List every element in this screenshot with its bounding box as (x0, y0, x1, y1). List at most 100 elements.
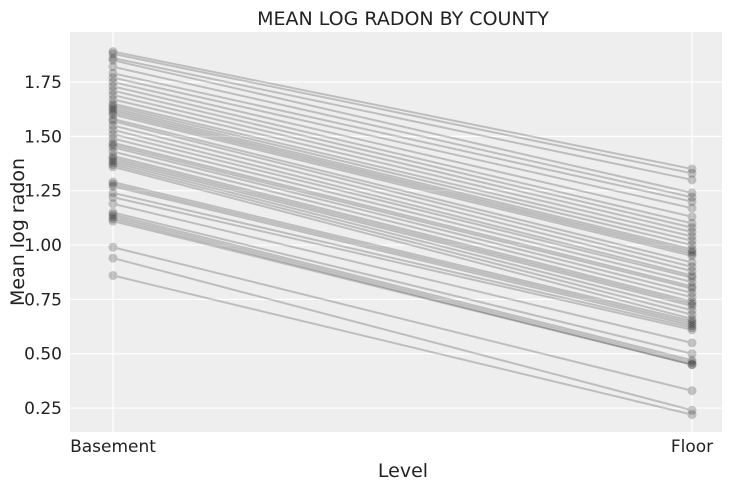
plot-area (70, 32, 722, 432)
floor-point (687, 236, 697, 246)
basement-point (108, 77, 118, 87)
y-tick-label: 0.50 (24, 345, 62, 365)
basement-point (108, 94, 118, 104)
floor-point (687, 249, 697, 259)
county-series (108, 140, 697, 294)
floor-point (687, 262, 697, 272)
floor-point (687, 273, 697, 283)
county-series (108, 216, 697, 370)
county-line (112, 81, 693, 218)
basement-point (108, 105, 118, 115)
county-line (112, 50, 693, 170)
county-line (112, 183, 693, 325)
y-tick-label: 1.75 (24, 73, 62, 93)
basement-point (108, 68, 118, 78)
floor-point (687, 320, 697, 330)
floor-point (687, 310, 697, 320)
floor-point (687, 284, 697, 294)
floor-point (687, 164, 697, 174)
county-series (108, 134, 697, 287)
county-line (112, 185, 693, 327)
basement-point (108, 153, 118, 163)
basement-point (108, 207, 118, 217)
floor-point (687, 247, 697, 257)
county-line (112, 85, 693, 225)
y-tick-label: 0.25 (24, 399, 62, 419)
floor-point (687, 316, 697, 326)
county-series (108, 212, 697, 367)
basement-point (108, 155, 118, 165)
floor-point (687, 188, 697, 198)
county-line (112, 220, 693, 366)
floor-point (687, 192, 697, 202)
county-line (112, 246, 693, 392)
county-line (112, 107, 693, 251)
county-line (112, 165, 693, 320)
basement-point (108, 114, 118, 124)
county-line (112, 274, 693, 416)
county-series (108, 62, 697, 202)
county-series (108, 55, 697, 198)
basement-point (108, 103, 118, 113)
county-line (112, 157, 693, 305)
county-line (112, 161, 693, 312)
county-series (108, 49, 697, 178)
basement-point (108, 216, 118, 226)
basement-point (108, 125, 118, 135)
county-line (112, 111, 693, 255)
county-series (108, 155, 697, 311)
basement-point (108, 162, 118, 172)
county-series (108, 99, 697, 246)
county-line (112, 215, 693, 364)
floor-point (687, 297, 697, 307)
county-series (108, 181, 697, 330)
y-tick-label: 1.50 (24, 127, 62, 147)
basement-point (108, 110, 118, 120)
basement-point (108, 192, 118, 202)
county-line (112, 57, 693, 181)
county-series (108, 53, 697, 185)
county-line (112, 133, 693, 279)
county-line (112, 59, 693, 194)
basement-point (108, 177, 118, 187)
floor-point (687, 231, 697, 241)
floor-point (687, 386, 697, 396)
county-series (108, 192, 697, 335)
basement-point (108, 188, 118, 198)
basement-point (108, 181, 118, 191)
basement-point (108, 116, 118, 126)
county-line (112, 89, 693, 229)
floor-point (687, 175, 697, 185)
floor-point (687, 314, 697, 324)
county-series (108, 207, 697, 359)
basement-point (108, 47, 118, 57)
county-series (108, 116, 697, 272)
basement-point (108, 73, 118, 83)
county-series (108, 147, 697, 302)
basement-point (108, 140, 118, 150)
floor-point (687, 218, 697, 228)
basement-point (108, 179, 118, 189)
floor-point (687, 357, 697, 367)
y-tick-label: 1.25 (24, 182, 62, 202)
chart-title: MEAN LOG RADON BY COUNTY (257, 8, 549, 30)
county-series (108, 153, 697, 309)
floor-point (687, 277, 697, 287)
county-series (108, 162, 697, 324)
county-series (108, 177, 697, 326)
floor-point (687, 266, 697, 276)
floor-point (687, 410, 697, 420)
county-series (108, 129, 697, 283)
basement-point (108, 160, 118, 170)
basement-point (108, 120, 118, 130)
floor-point (687, 288, 697, 298)
floor-point (687, 281, 697, 291)
county-series (108, 138, 697, 291)
floor-point (687, 360, 697, 370)
county-line (112, 202, 693, 344)
basement-point (108, 129, 118, 139)
county-line (112, 154, 693, 303)
basement-point (108, 212, 118, 222)
floor-point (687, 223, 697, 233)
